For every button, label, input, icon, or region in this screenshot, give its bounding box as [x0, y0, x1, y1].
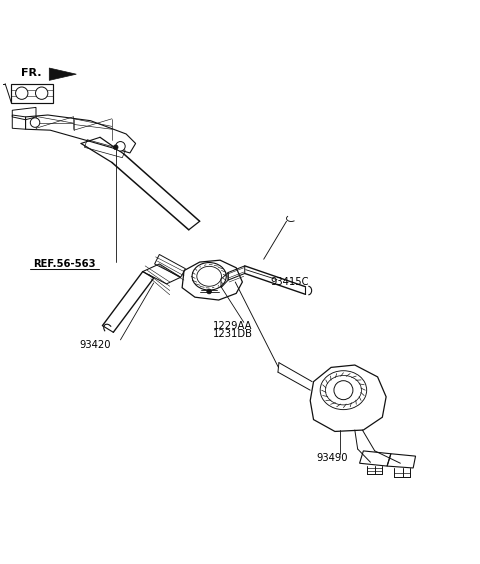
Text: 93420: 93420	[80, 340, 111, 350]
Polygon shape	[49, 68, 76, 80]
Text: 1231DB: 1231DB	[213, 329, 253, 339]
Text: REF.56-563: REF.56-563	[33, 259, 96, 269]
Text: FR.: FR.	[21, 68, 41, 78]
Circle shape	[30, 118, 40, 127]
Circle shape	[113, 145, 118, 149]
Text: 93490: 93490	[317, 453, 348, 464]
Text: 93415C: 93415C	[271, 277, 309, 287]
Circle shape	[207, 289, 212, 294]
Circle shape	[334, 381, 353, 400]
Circle shape	[15, 87, 28, 99]
Text: 1229AA: 1229AA	[213, 321, 252, 331]
Circle shape	[116, 142, 125, 151]
Circle shape	[36, 87, 48, 99]
